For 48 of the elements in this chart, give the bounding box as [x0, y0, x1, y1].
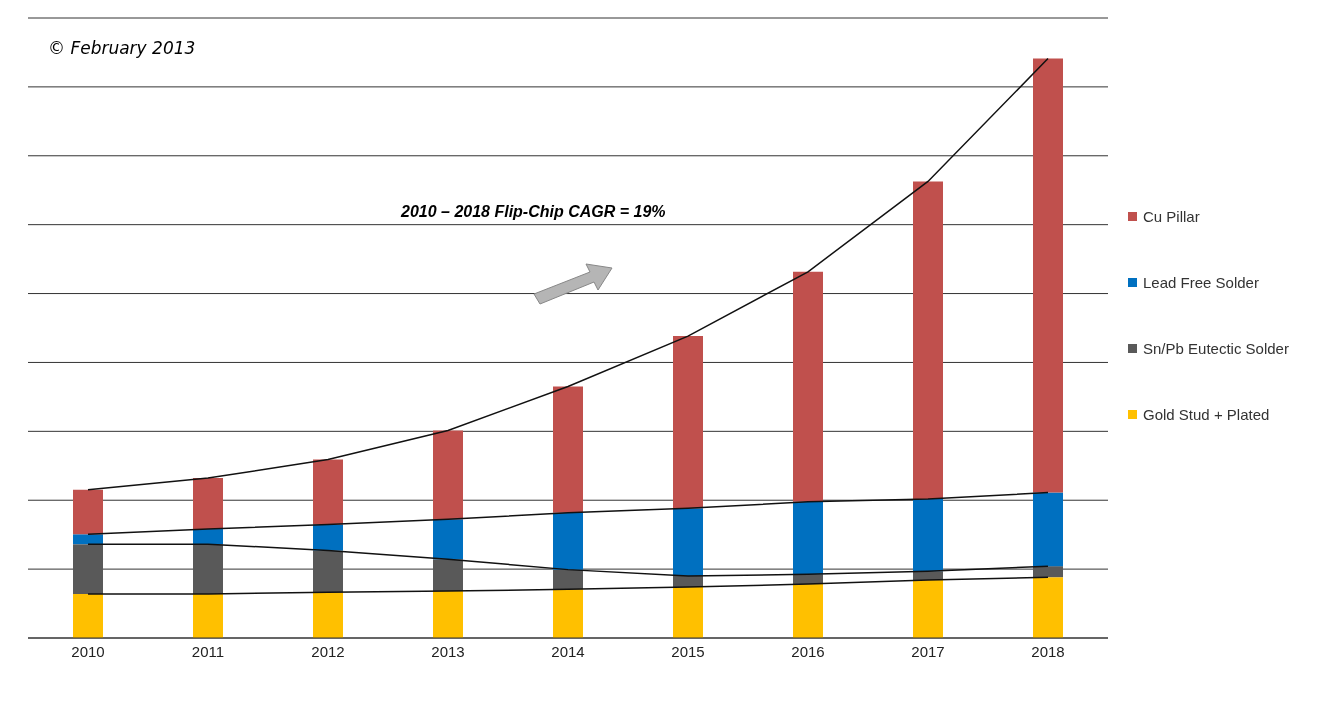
bar [673, 508, 703, 576]
bar [793, 584, 823, 638]
bar [1033, 492, 1063, 567]
bar [673, 587, 703, 638]
annotation: 2010 – 2018 Flip-Chip CAGR = 19% [393, 203, 674, 221]
bar [553, 589, 583, 638]
bar [1033, 58, 1063, 493]
bar [793, 271, 823, 502]
bar [313, 459, 343, 525]
x-tick-label: 2018 [1031, 642, 1065, 660]
bar [553, 512, 583, 570]
legend-label: Cu Pillar [1143, 207, 1200, 225]
bar [73, 544, 103, 594]
x-tick-label: 2014 [551, 642, 585, 660]
legend-label: Gold Stud + Plated [1143, 405, 1270, 423]
bar [1033, 566, 1063, 578]
bar [433, 430, 463, 520]
text: © February 2013 [48, 38, 196, 58]
x-tick-label: 2010 [71, 642, 105, 660]
bar [73, 489, 103, 535]
bar [673, 336, 703, 509]
bar [1033, 577, 1063, 638]
bar [73, 593, 103, 638]
bar [313, 592, 343, 638]
bar [913, 498, 943, 572]
bar [193, 544, 223, 594]
bar [913, 181, 943, 499]
bar [553, 386, 583, 513]
bar [433, 559, 463, 592]
x-tick-label: 2016 [791, 642, 825, 660]
legend-label: Sn/Pb Eutectic Solder [1143, 339, 1289, 357]
bar [313, 524, 343, 551]
bar [313, 550, 343, 593]
x-tick-label: 2011 [191, 642, 225, 660]
x-tick-label: 2013 [431, 642, 465, 660]
x-tick-label: 2017 [911, 642, 945, 660]
bar [433, 519, 463, 560]
bar [73, 534, 103, 545]
bar [913, 580, 943, 638]
x-tick-label: 2015 [671, 642, 705, 660]
bar [433, 591, 463, 638]
x-tick-label: 2012 [311, 642, 345, 660]
bar [793, 501, 823, 575]
bar [193, 593, 223, 638]
bar [193, 529, 223, 545]
legend-label: Lead Free Solder [1143, 273, 1259, 291]
bar [553, 569, 583, 590]
bar [193, 478, 223, 530]
